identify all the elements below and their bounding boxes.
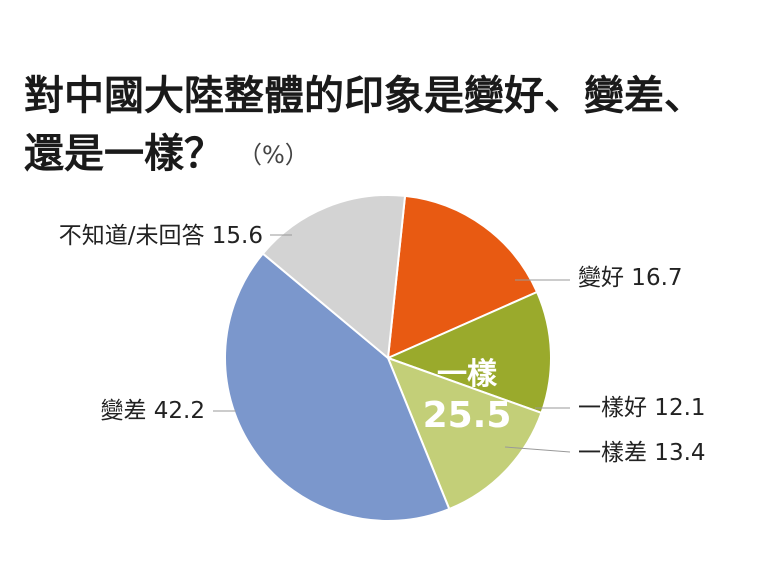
pie-slice-2 xyxy=(385,290,552,415)
slice-label-2: 一樣好 12.1 xyxy=(578,395,706,421)
chart-title-line1: 對中國大陸整體的印象是變好、變差、 xyxy=(24,73,704,119)
slice-label-3: 一樣差 13.4 xyxy=(578,440,706,466)
leader-lines xyxy=(213,234,571,453)
slice-label-5: 不知道/未回答 15.6 xyxy=(59,223,263,249)
pie-slices xyxy=(224,194,552,522)
unit-label: （%） xyxy=(238,141,309,169)
pie-slice-4 xyxy=(224,252,451,522)
slice-label-4: 變差 42.2 xyxy=(100,398,205,424)
group-value: 25.5 xyxy=(423,395,512,436)
group-label: 一樣 xyxy=(437,357,498,392)
pie-slice-5 xyxy=(261,194,407,360)
pie-slice-1 xyxy=(386,194,539,360)
chart-title-line2-text: 還是一樣？ xyxy=(24,131,224,177)
pie-slice-3 xyxy=(386,356,543,511)
chart-title-line2: 還是一樣？ （%） xyxy=(24,134,309,174)
slice-label-1: 變好 16.7 xyxy=(578,265,683,291)
leader-line-3 xyxy=(504,446,571,453)
slice-labels: 變好 16.7 一樣好 12.1 一樣差 13.4 變差 42.2 不知道/未回答 15… xyxy=(59,223,706,466)
